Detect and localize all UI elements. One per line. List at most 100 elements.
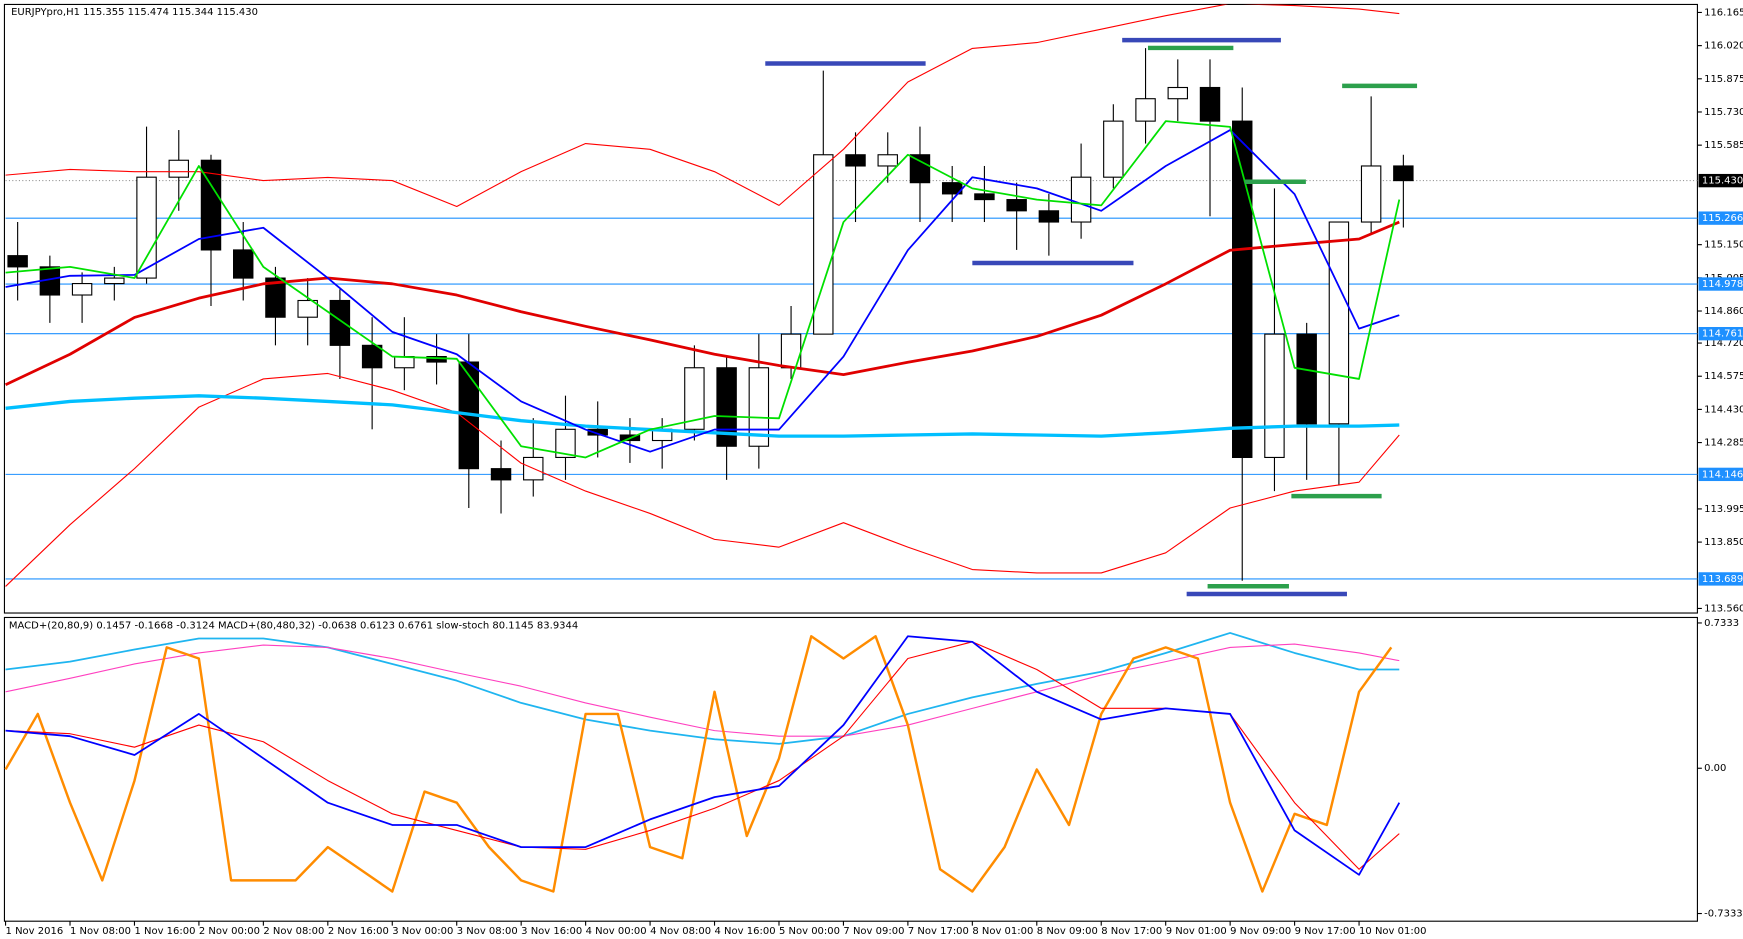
candle-body [1296,333,1317,425]
x-tick-label: 2 Nov 08:00 [263,926,324,937]
x-tick-label: 9 Nov 01:00 [1166,926,1227,937]
candle-body [71,283,93,296]
level-label-box [1698,467,1743,482]
candle-body [1232,120,1253,459]
candle-body [716,367,737,447]
series-line [5,635,1401,876]
x-tick-label: 4 Nov 08:00 [650,926,711,937]
y-tick-label: 113.850 [1704,537,1743,548]
candle-body [168,159,189,178]
candle-body [329,299,351,346]
series-line [5,372,1400,587]
x-tick-label: 1 Nov 2016 [6,926,64,937]
level-label: 114.761 [1702,329,1743,340]
candle-body [7,255,28,268]
y-tick-label: 113.995 [1704,504,1743,515]
x-tick-label: 2 Nov 16:00 [328,926,389,937]
candle-body [136,176,157,279]
candle-body [104,277,125,285]
candle-body [555,428,576,459]
x-tick-label: 9 Nov 09:00 [1230,926,1291,937]
axes: 116.165 116.020 115.875 115.730 115.585 115.1… [5,7,1743,937]
x-tick-label: 8 Nov 09:00 [1037,926,1098,937]
x-tick-label: 3 Nov 08:00 [457,926,518,937]
candle-body [1360,165,1382,223]
candle-body [361,344,383,369]
series-line [5,643,1400,737]
x-tick-label: 7 Nov 09:00 [843,926,904,937]
candle-body [1006,199,1027,212]
y-tick-label: 114.720 [1704,338,1743,349]
series-line [4,220,1400,386]
candle-body [1167,86,1189,100]
x-tick-label: 8 Nov 17:00 [1101,926,1162,937]
x-tick-label: 3 Nov 16:00 [521,926,582,937]
level-label-box [1698,326,1743,341]
x-tick-label: 8 Nov 01:00 [972,926,1033,937]
candle-body [909,154,931,184]
sub-frame [3,616,1698,922]
y-tick-label: 115.730 [1704,107,1743,118]
candle-body [297,299,318,318]
candle-body [1393,165,1414,182]
x-tick-label: 10 Nov 01:00 [1359,926,1426,937]
y-tick-label: 114.575 [1704,371,1743,382]
series-line [5,394,1400,438]
last-price-box [1698,173,1743,188]
y-tick-label: 0.7333 [1704,618,1739,629]
level-label-box [1698,211,1743,225]
x-tick-label: 4 Nov 16:00 [715,926,776,937]
level-label: 114.978 [1702,279,1743,290]
candle-body [748,367,770,447]
candle-body [845,154,866,167]
level-label-box [1698,277,1743,291]
candle-body [490,468,512,481]
series-line [4,635,1393,893]
candle-body [1328,221,1350,425]
last-price-label: 115.430 [1702,176,1743,187]
y-tick-label: 114.860 [1704,306,1743,317]
series-line [5,632,1400,745]
level-label: 114.146 [1702,469,1743,480]
candle-body [587,428,608,436]
x-tick-label: 5 Nov 00:00 [779,926,840,937]
series-line [5,4,1400,208]
y-tick-label: 0.00 [1704,763,1726,774]
x-tick-label: 1 Nov 16:00 [134,926,195,937]
candle-body [1038,210,1060,223]
candle-body [1070,176,1092,223]
candle-body [877,154,898,167]
sub-title: MACD+(20,80,9) 0.1457 -0.1668 -0.3124 MA… [9,620,578,631]
candle-body [974,193,995,201]
y-tick-label: 115.150 [1704,240,1743,251]
x-tick-label: 1 Nov 08:00 [70,926,131,937]
candle-body [684,367,705,430]
series-line [5,129,1400,453]
sub-plot [4,632,1401,893]
level-label-box [1698,572,1743,586]
x-tick-label: 9 Nov 17:00 [1295,926,1356,937]
y-tick-label: 115.585 [1704,140,1743,151]
series-line [5,120,1401,459]
y-tick-label: 116.165 [1704,7,1743,18]
y-tick-label: 113.560 [1704,603,1743,614]
candle-body [200,159,222,251]
main-title: EURJPYpro,H1 115.355 115.474 115.344 115… [11,7,258,18]
x-tick-label: 3 Nov 00:00 [392,926,453,937]
y-tick-label: 114.430 [1704,404,1743,415]
candle-body [1199,86,1221,122]
x-tick-label: 7 Nov 17:00 [908,926,969,937]
main-frame [3,3,1698,614]
level-label: 115.266 [1702,213,1743,224]
x-tick-label: 2 Nov 00:00 [199,926,260,937]
candle-body [265,277,286,318]
candle-body [1135,98,1156,122]
candle-body [233,249,254,279]
candle-body [1103,120,1124,178]
y-tick-label: -0.7333 [1704,909,1743,920]
candle-body [394,355,415,369]
candle-body [1264,333,1285,459]
y-tick-label: 114.285 [1704,438,1743,449]
